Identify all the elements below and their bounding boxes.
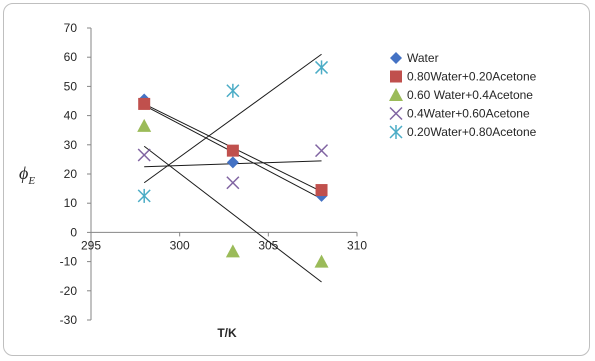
y-tick-label: 40 [64,109,78,123]
x-tick-label: 305 [258,238,278,252]
y-axis-title-symbol: ϕ [19,163,28,183]
data-point [315,184,328,197]
legend-entry: 0.4Water+0.60Acetone [389,106,530,121]
axes: -30 -20 -10 0 10 20 30 40 50 60 70 295 300 305 310 [60,21,368,327]
y-tick-label: 70 [64,21,78,35]
x-tick-label: 300 [170,238,190,252]
y-tick-label: -30 [60,313,78,327]
legend-entry: Water [390,51,439,65]
y-tick-label: 20 [64,167,78,181]
trendline [143,145,322,283]
trendline [143,53,322,184]
data-point [226,83,240,98]
y-tick-label: 10 [64,196,78,210]
y-tick-label: 30 [64,138,78,152]
x-tick-label: 295 [81,238,101,252]
y-tick-label: 0 [70,225,77,239]
legend-marker [389,88,403,101]
data-point [226,156,239,169]
x-axis-title: T/K [217,326,237,340]
data-point [315,60,329,75]
data-point [226,144,239,157]
data-point [314,254,329,268]
legend-marker [389,106,403,121]
legend-label: Water [407,51,439,65]
data-point [225,244,240,258]
legend-label: 0.60 Water+0.4Acetone [407,88,533,102]
y-tick-label: -10 [60,255,78,269]
data-markers [137,60,329,268]
legend-marker [389,125,403,139]
legend-marker [390,70,402,83]
data-point [226,176,240,190]
data-point [138,97,151,110]
data-point [137,148,151,162]
y-tick-label: -20 [60,284,78,298]
legend-entry: 0.80Water+0.20Acetone [390,70,537,84]
legend-entry: 0.60 Water+0.4Acetone [389,88,533,102]
legend-label: 0.4Water+0.60Acetone [407,107,530,121]
y-axis-title: ϕE [19,163,35,187]
y-tick-label: 50 [64,79,78,93]
x-tick-label: 310 [347,238,367,252]
data-point [315,144,329,158]
data-point [137,118,152,132]
legend-label: 0.20Water+0.80Acetone [407,125,537,139]
legend-entry: 0.20Water+0.80Acetone [389,125,537,139]
y-axis-title-subscript: E [27,175,35,187]
legend-label: 0.80Water+0.20Acetone [407,70,537,84]
y-tick-label: 60 [64,50,78,64]
legend: Water 0.80Water+0.20Acetone 0.60 Water+0.4… [389,51,537,139]
legend-marker [390,52,402,64]
data-point [137,188,151,203]
